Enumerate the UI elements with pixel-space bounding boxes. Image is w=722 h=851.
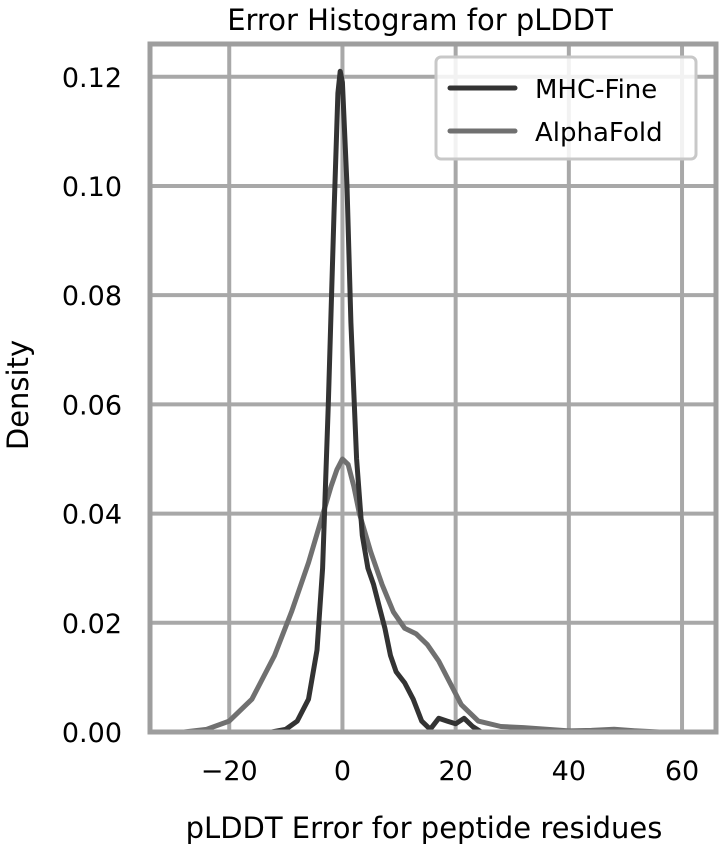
chart-title: Error Histogram for pLDDT <box>227 3 613 37</box>
x-tick-label: 0 <box>334 756 351 787</box>
y-tick-label: 0.10 <box>62 172 122 203</box>
y-tick-label: 0.00 <box>62 718 122 749</box>
y-tick-label: 0.02 <box>62 609 122 640</box>
y-tick-labels: 0.00 0.02 0.04 0.06 0.08 0.10 0.12 <box>62 63 122 749</box>
legend-label-alphafold: AlphaFold <box>535 118 663 148</box>
y-tick-label: 0.06 <box>62 390 122 421</box>
x-tick-labels: −20 0 20 40 60 <box>201 756 699 787</box>
legend-label-mhc-fine: MHC-Fine <box>535 75 657 105</box>
x-tick-label: 20 <box>438 756 472 787</box>
y-tick-label: 0.08 <box>62 281 122 312</box>
y-tick-label: 0.12 <box>62 63 122 94</box>
series-line-mhc-fine <box>269 68 484 735</box>
y-tick-label: 0.04 <box>62 500 122 531</box>
legend: MHC-Fine AlphaFold <box>434 55 698 161</box>
x-tick-label: 60 <box>665 756 699 787</box>
plot-frame <box>147 41 719 735</box>
y-axis-label: Density <box>1 340 35 450</box>
x-axis-label: pLDDT Error for peptide residues <box>186 811 663 845</box>
x-tick-label: 40 <box>552 756 586 787</box>
x-tick-label: −20 <box>201 756 258 787</box>
series-lines <box>181 68 662 735</box>
series-line-alphafold <box>181 456 662 735</box>
